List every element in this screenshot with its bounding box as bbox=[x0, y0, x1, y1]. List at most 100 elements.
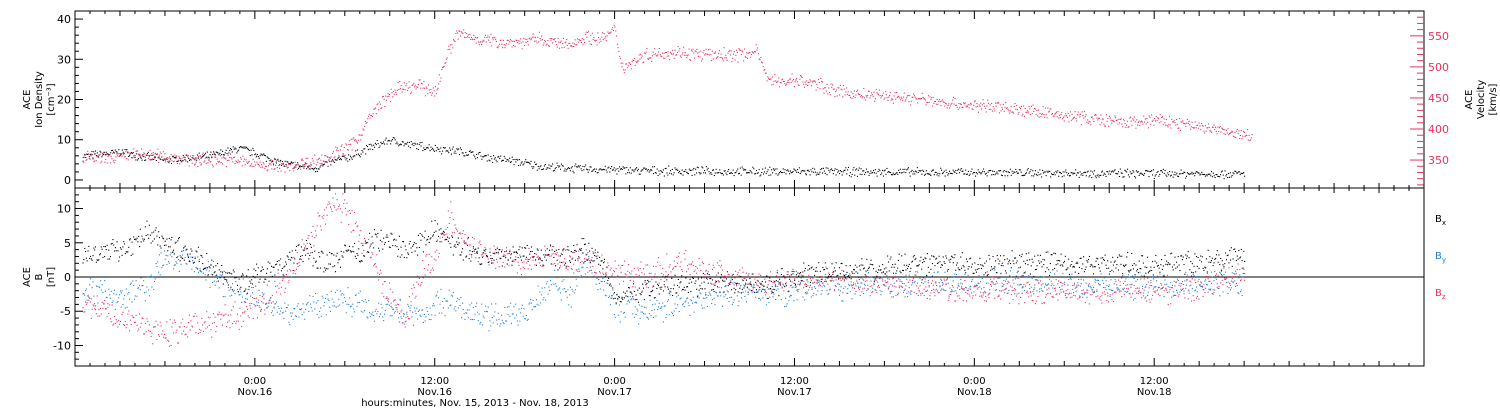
bz-point bbox=[302, 249, 304, 251]
ion-density-point bbox=[1068, 172, 1070, 174]
by-point bbox=[100, 289, 102, 291]
ion-density-point bbox=[614, 170, 616, 172]
ion-density-point bbox=[1178, 173, 1180, 175]
ion-density-point bbox=[785, 173, 787, 175]
ion-density-point bbox=[1084, 171, 1086, 173]
by-point bbox=[435, 295, 437, 297]
bz-point bbox=[530, 257, 532, 259]
ion-density-point bbox=[859, 173, 861, 175]
ion-density-point bbox=[216, 151, 218, 153]
velocity-point bbox=[1082, 115, 1084, 117]
velocity-point bbox=[890, 99, 892, 101]
ion-density-point bbox=[1082, 174, 1084, 176]
ion-density-point bbox=[1024, 174, 1026, 176]
by-point bbox=[466, 312, 468, 314]
velocity-point bbox=[969, 104, 971, 106]
by-point bbox=[452, 295, 454, 297]
bz-point bbox=[525, 262, 527, 264]
b-tick-label: -10 bbox=[53, 339, 71, 352]
bz-point bbox=[290, 276, 292, 278]
velocity-point bbox=[229, 157, 231, 159]
velocity-point bbox=[480, 41, 482, 43]
velocity-point bbox=[1076, 120, 1078, 122]
velocity-point bbox=[850, 91, 852, 93]
by-point bbox=[1234, 280, 1236, 282]
velocity-point bbox=[122, 153, 124, 155]
velocity-point bbox=[991, 110, 993, 112]
bz-point bbox=[599, 272, 601, 274]
bz-point bbox=[165, 337, 167, 339]
ion-density-point bbox=[1111, 170, 1113, 172]
velocity-point bbox=[484, 36, 486, 38]
by-point bbox=[775, 298, 777, 300]
by-point bbox=[1202, 289, 1204, 291]
ion-density-point bbox=[825, 167, 827, 169]
velocity-point bbox=[945, 102, 947, 104]
velocity-point bbox=[539, 37, 541, 39]
by-point bbox=[373, 315, 375, 317]
velocity-point bbox=[751, 51, 753, 53]
by-point bbox=[791, 287, 793, 289]
bz-point bbox=[134, 321, 136, 323]
velocity-point bbox=[937, 103, 939, 105]
by-point bbox=[567, 289, 569, 291]
ion-density-point bbox=[864, 173, 866, 175]
by-point bbox=[397, 303, 399, 305]
velocity-point bbox=[746, 52, 748, 54]
velocity-point bbox=[151, 158, 153, 160]
ion-density-point bbox=[234, 147, 236, 149]
by-point bbox=[474, 313, 476, 315]
velocity-point bbox=[83, 162, 85, 164]
velocity-point bbox=[818, 79, 820, 81]
by-point bbox=[317, 300, 319, 302]
bz-point bbox=[625, 274, 627, 276]
ion-density-point bbox=[567, 167, 569, 169]
ion-density-point bbox=[311, 168, 313, 170]
by-point bbox=[733, 299, 735, 301]
by-point bbox=[1092, 289, 1094, 291]
velocity-point bbox=[430, 88, 432, 90]
ion-density-point bbox=[159, 158, 161, 160]
ion-density-point bbox=[778, 173, 780, 175]
ion-density-point bbox=[212, 153, 214, 155]
velocity-point bbox=[633, 60, 635, 62]
by-point bbox=[360, 310, 362, 312]
velocity-point bbox=[463, 36, 465, 38]
ion-density-point bbox=[105, 151, 107, 153]
ion-density-point bbox=[350, 157, 352, 159]
bz-point bbox=[322, 217, 324, 219]
by-point bbox=[491, 317, 493, 319]
velocity-point bbox=[498, 45, 500, 47]
velocity-point bbox=[1034, 107, 1036, 109]
bz-point bbox=[581, 260, 583, 262]
by-point bbox=[511, 313, 513, 315]
by-point bbox=[363, 301, 365, 303]
by-point bbox=[763, 276, 765, 278]
by-point bbox=[905, 285, 907, 287]
velocity-point bbox=[976, 103, 978, 105]
ion-density-point bbox=[518, 165, 520, 167]
velocity-point bbox=[958, 103, 960, 105]
by-point bbox=[520, 307, 522, 309]
by-point bbox=[391, 315, 393, 317]
by-point bbox=[892, 285, 894, 287]
velocity-point bbox=[1194, 121, 1196, 123]
velocity-point bbox=[545, 41, 547, 43]
ion-density-point bbox=[623, 167, 625, 169]
by-point bbox=[290, 312, 292, 314]
velocity-point bbox=[1037, 109, 1039, 111]
by-point bbox=[614, 316, 616, 318]
by-point bbox=[490, 325, 492, 327]
ion-density-point bbox=[788, 170, 790, 172]
by-point bbox=[653, 309, 655, 311]
velocity-point bbox=[123, 149, 125, 151]
ion-density-point bbox=[900, 172, 902, 174]
ion-density-point bbox=[263, 153, 265, 155]
velocity-point bbox=[1013, 106, 1015, 108]
ion-density-point bbox=[1214, 177, 1216, 179]
velocity-point bbox=[489, 41, 491, 43]
ion-density-point bbox=[495, 159, 497, 161]
by-point bbox=[984, 290, 986, 292]
ion-density-point bbox=[252, 148, 254, 150]
ion-density-point bbox=[798, 167, 800, 169]
